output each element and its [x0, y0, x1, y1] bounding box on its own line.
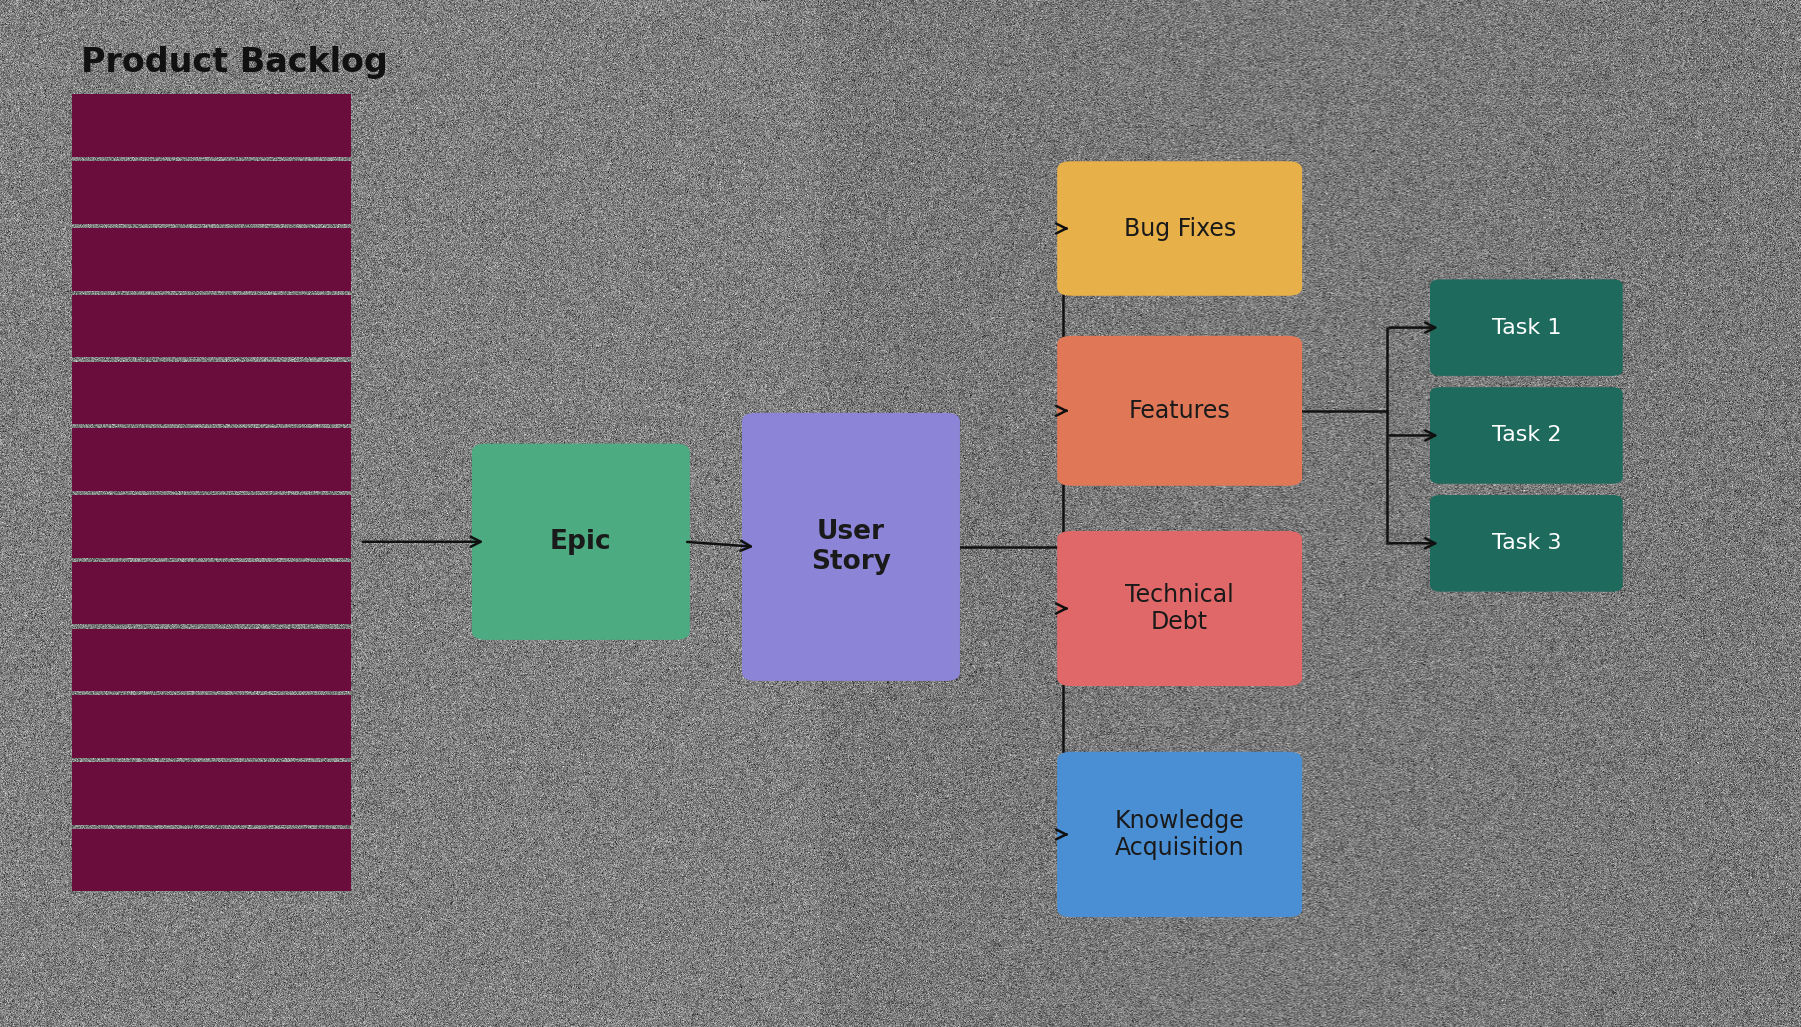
FancyBboxPatch shape [742, 413, 960, 681]
Text: Task 3: Task 3 [1491, 533, 1561, 554]
Text: Epic: Epic [549, 529, 612, 555]
Text: User
Story: User Story [810, 519, 891, 575]
Text: Bug Fixes: Bug Fixes [1124, 217, 1235, 240]
Bar [72, 495, 351, 558]
FancyBboxPatch shape [1057, 336, 1302, 486]
Bar [72, 94, 351, 157]
Text: Task 2: Task 2 [1491, 425, 1561, 446]
Bar [72, 228, 351, 291]
FancyBboxPatch shape [1430, 279, 1623, 376]
Bar [72, 295, 351, 357]
Text: Task 1: Task 1 [1491, 317, 1561, 338]
Bar [72, 362, 351, 424]
Text: Knowledge
Acquisition: Knowledge Acquisition [1115, 808, 1244, 861]
FancyBboxPatch shape [1430, 387, 1623, 484]
Text: Technical
Debt: Technical Debt [1126, 582, 1234, 635]
Text: Product Backlog: Product Backlog [81, 46, 387, 79]
FancyBboxPatch shape [472, 444, 690, 640]
FancyBboxPatch shape [1057, 161, 1302, 296]
Bar [72, 428, 351, 491]
Bar [72, 762, 351, 825]
FancyBboxPatch shape [1057, 531, 1302, 686]
Bar [72, 629, 351, 691]
Bar [72, 161, 351, 224]
Bar [72, 829, 351, 891]
FancyBboxPatch shape [1057, 752, 1302, 917]
Bar [72, 695, 351, 758]
FancyBboxPatch shape [1430, 495, 1623, 592]
Bar [72, 562, 351, 624]
Text: Features: Features [1129, 398, 1230, 423]
